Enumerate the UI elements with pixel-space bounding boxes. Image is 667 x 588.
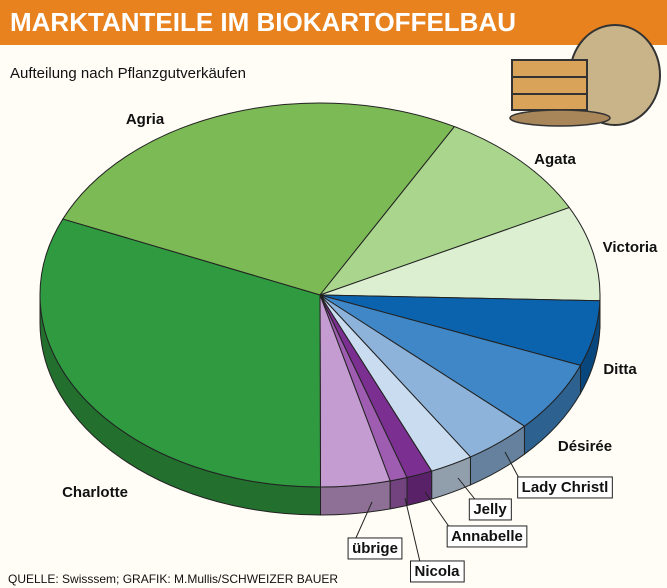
slice-label: übrige [352,540,398,557]
slice-label: Victoria [603,239,658,256]
slice-label: Agata [534,151,576,168]
slice-label: Annabelle [451,528,523,545]
slice-label: Désirée [558,438,612,455]
subtitle: Aufteilung nach Pflanzgutverkäufen [10,65,246,82]
slice-label: Ditta [603,361,637,378]
slice-label: Jelly [473,501,507,518]
slice-label: Lady Christl [522,479,609,496]
slice-label: Charlotte [62,484,128,501]
page: {"chart_data": {"type": "pie", "title": … [0,0,667,588]
chart-title: MARKTANTEILE IM BIOKARTOFFELBAU [10,7,516,37]
chart: MARKTANTEILE IM BIOKARTOFFELBAU Aufteilu… [0,0,667,588]
slice-label: Nicola [414,563,460,580]
source: QUELLE: Swisssem; GRAFIK: M.Mullis/SCHWE… [8,572,338,586]
slice-label: Agria [126,111,165,128]
slice-side [390,477,407,508]
